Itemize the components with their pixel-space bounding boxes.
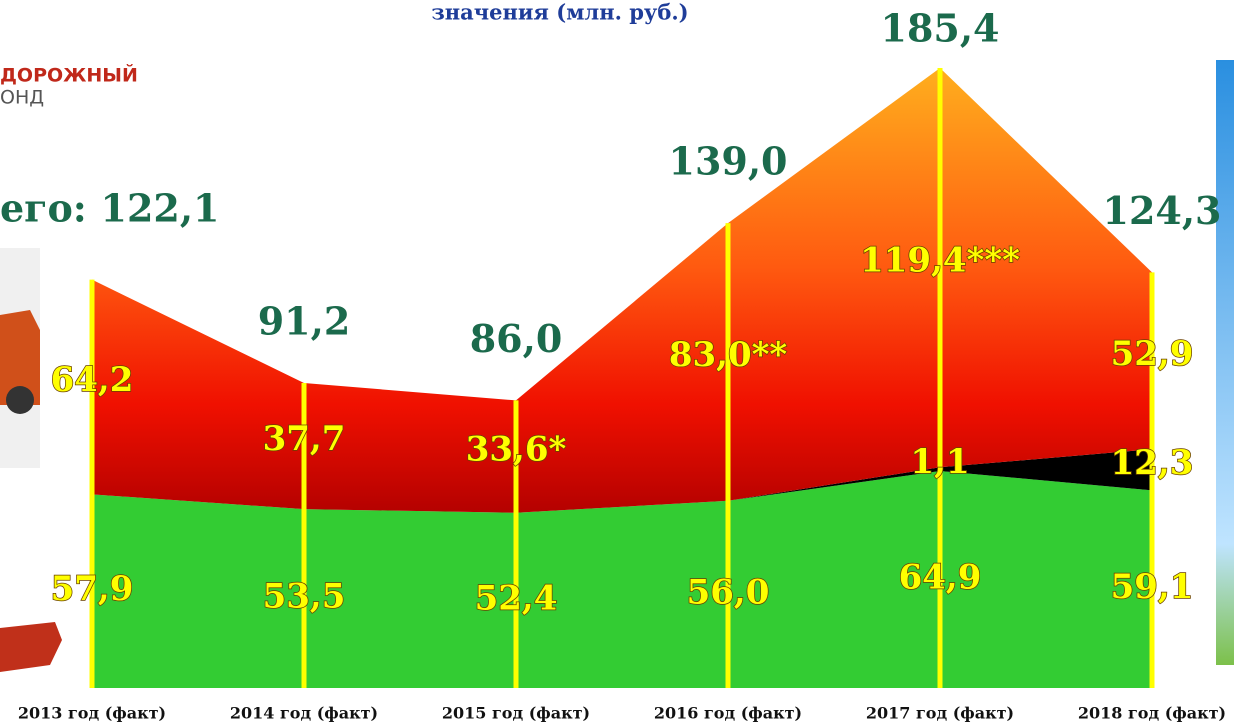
data-label: 52,9: [1111, 334, 1194, 374]
plow-icon: [0, 622, 62, 672]
x-tick-label: 2014 год (факт): [230, 704, 378, 723]
total-label: 86,0: [470, 316, 563, 361]
data-label: 64,9: [899, 557, 982, 597]
data-label: 83,0**: [669, 335, 788, 375]
data-label: 1,1: [910, 442, 969, 482]
x-tick-label: 2013 год (факт): [18, 704, 166, 723]
data-label: 57,9: [51, 569, 134, 609]
truck-icon: [0, 310, 40, 405]
data-label: 119,4***: [860, 241, 1020, 281]
data-label: 53,5: [263, 577, 346, 617]
total-prefix: его:: [0, 186, 87, 231]
data-label: 12,3: [1111, 443, 1194, 483]
area: [92, 68, 1152, 513]
data-label: 59,1: [1111, 567, 1194, 607]
data-label: 33,6*: [466, 430, 567, 470]
area: [92, 470, 1152, 688]
x-tick-label: 2016 год (факт): [654, 704, 802, 723]
total-label: 91,2: [258, 299, 351, 344]
logo-line: ДОРОЖНЫЙ: [0, 64, 138, 87]
data-label: 64,2: [51, 360, 134, 400]
logo-line: ОНД: [0, 87, 44, 109]
truck-wheel: [6, 386, 34, 414]
x-tick-label: 2018 год (факт): [1078, 704, 1226, 723]
total-label: 122,1: [101, 186, 220, 231]
x-tick-label: 2017 год (факт): [866, 704, 1014, 723]
data-label: 56,0: [687, 572, 770, 612]
total-label: 139,0: [669, 139, 788, 184]
data-label: 37,7: [263, 419, 346, 459]
chart-title: значения (млн. руб.): [431, 0, 688, 25]
photo-decoration: [1216, 60, 1234, 665]
x-tick-label: 2015 год (факт): [442, 704, 590, 723]
data-label: 52,4: [475, 578, 558, 618]
total-label: 185,4: [881, 6, 1000, 51]
total-label: 124,3: [1103, 188, 1222, 233]
